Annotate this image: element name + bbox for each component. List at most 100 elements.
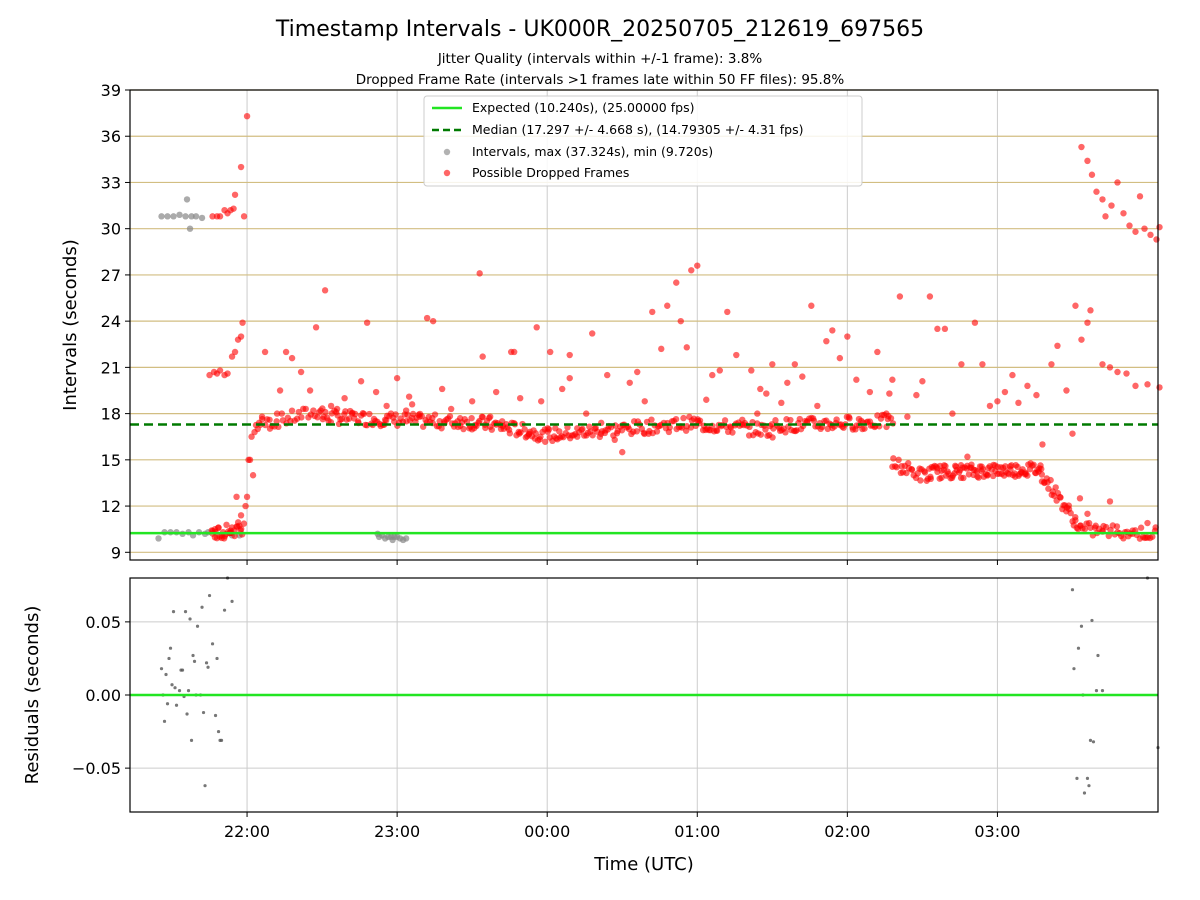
- dropped-band-0-point-22: [302, 405, 309, 413]
- dropped-point-161: [1099, 361, 1106, 368]
- dropped-band-0-point-20: [298, 414, 305, 421]
- dropped-point-46: [363, 319, 371, 326]
- dropped-point-49: [393, 374, 401, 382]
- dropped-point-65: [516, 394, 524, 402]
- dropped-point-132: [1009, 371, 1016, 379]
- dropped-point-15: [231, 348, 239, 356]
- dropped-point-37: [306, 387, 314, 394]
- dropped-point-18: [239, 319, 246, 326]
- dropped-point-60: [479, 353, 486, 360]
- dropped-point-116: [889, 376, 896, 383]
- residual-point-29: [206, 665, 210, 669]
- dropped-point-11: [206, 371, 213, 379]
- dropped-band-6-point-9: [903, 469, 910, 477]
- dropped-point-169: [1084, 510, 1091, 517]
- dropped-band-4-point-44: [769, 434, 776, 441]
- dropped-point-96: [739, 416, 746, 423]
- residual-point-27: [203, 784, 207, 788]
- x-tick-label-4: 02:00: [824, 822, 870, 841]
- top-ytick-label-0: 9: [111, 543, 121, 562]
- residual-point-44: [1079, 624, 1084, 628]
- dropped-point-27: [251, 428, 258, 436]
- residual-point-49: [1088, 738, 1093, 742]
- dropped-point-117: [896, 293, 904, 300]
- bottom-plot-frame: [129, 577, 1159, 813]
- dropped-point-42: [333, 405, 341, 413]
- legend-dropped-swatch: [443, 169, 451, 177]
- residual-point-15: [183, 610, 188, 614]
- residual-point-33: [215, 656, 219, 661]
- dropped-point-100: [769, 361, 776, 368]
- dropped-band-3-point-73: [666, 424, 673, 431]
- dropped-point-44: [348, 410, 356, 417]
- residual-point-41: [1072, 667, 1076, 671]
- dropped-band-7-point-1: [927, 475, 934, 483]
- dropped-band-7-point-51: [984, 471, 991, 478]
- dropped-point-52: [416, 413, 423, 420]
- top-ytick-label-4: 21: [101, 358, 121, 377]
- dropped-point-149: [1099, 196, 1106, 203]
- dropped-point-58: [468, 398, 476, 405]
- bottom-ytick-label-0: −0.05: [72, 759, 121, 778]
- dropped-point-179: [210, 368, 218, 376]
- residuals-plot: −0.05 0.00 0.05 22:00 23:00 00:00 01:00 02:00 03…: [72, 576, 1160, 841]
- dropped-point-121: [926, 293, 934, 300]
- top-ytick-label-3: 18: [101, 405, 121, 424]
- dropped-point-124: [949, 410, 956, 417]
- dropped-band-3-point-62: [648, 416, 655, 423]
- dropped-point-119: [913, 391, 920, 399]
- interval-point-3: [164, 213, 171, 220]
- dropped-point-43: [341, 394, 348, 402]
- dropped-point-139: [1063, 387, 1070, 394]
- dropped-point-138: [1054, 342, 1061, 350]
- top-ytick-label-8: 33: [101, 173, 121, 192]
- dropped-point-9: [240, 213, 248, 220]
- dropped-point-75: [589, 330, 596, 337]
- residual-point-34: [216, 729, 221, 734]
- interval-point-0: [155, 535, 162, 542]
- dropped-point-89: [688, 267, 695, 274]
- residual-point-25: [200, 605, 204, 609]
- residual-point-11: [177, 689, 182, 693]
- residual-point-21: [192, 659, 197, 663]
- dropped-point-141: [1072, 302, 1079, 309]
- legend-expected-label: Expected (10.240s), (25.00000 fps): [472, 100, 694, 115]
- interval-point-13: [188, 213, 195, 220]
- dropped-band-0-point-27: [314, 414, 321, 421]
- dropped-point-68: [538, 398, 545, 405]
- dropped-point-102: [784, 379, 791, 386]
- dropped-band-6-point-13: [908, 466, 916, 473]
- dropped-point-80: [626, 379, 633, 386]
- dropped-point-90: [694, 262, 701, 269]
- interval-point-15: [192, 213, 200, 220]
- dropped-band-3-point-12: [564, 424, 571, 431]
- residual-point-6: [168, 646, 173, 650]
- dropped-band-1-point-28: [366, 410, 373, 418]
- dropped-point-104: [799, 373, 806, 380]
- interval-point-12: [186, 225, 194, 232]
- dropped-point-73: [574, 433, 581, 440]
- dropped-point-101: [778, 399, 785, 407]
- dropped-point-81: [634, 368, 641, 376]
- dropped-point-166: [1144, 381, 1151, 388]
- dropped-band-5-point-11: [787, 416, 794, 424]
- dropped-point-177: [1144, 519, 1151, 527]
- dropped-point-93: [716, 367, 723, 374]
- dropped-point-165: [1132, 382, 1139, 390]
- residual-point-47: [1085, 776, 1090, 780]
- dropped-point-83: [649, 308, 656, 316]
- dropped-band-4-point-2: [696, 417, 704, 424]
- residual-point-13: [180, 668, 185, 672]
- dropped-band-4-point-12: [713, 427, 721, 434]
- residual-point-18: [188, 617, 192, 621]
- dropped-point-115: [883, 410, 890, 417]
- dropped-band-1-point-25: [360, 410, 368, 418]
- dropped-band-7-point-86: [1024, 472, 1031, 479]
- dropped-point-32: [273, 410, 281, 417]
- top-ylabel: Intervals (seconds): [60, 239, 81, 411]
- dropped-point-97: [748, 367, 755, 374]
- dropped-point-188: [566, 374, 573, 382]
- residual-point-31: [210, 642, 215, 646]
- dropped-point-122: [934, 325, 941, 333]
